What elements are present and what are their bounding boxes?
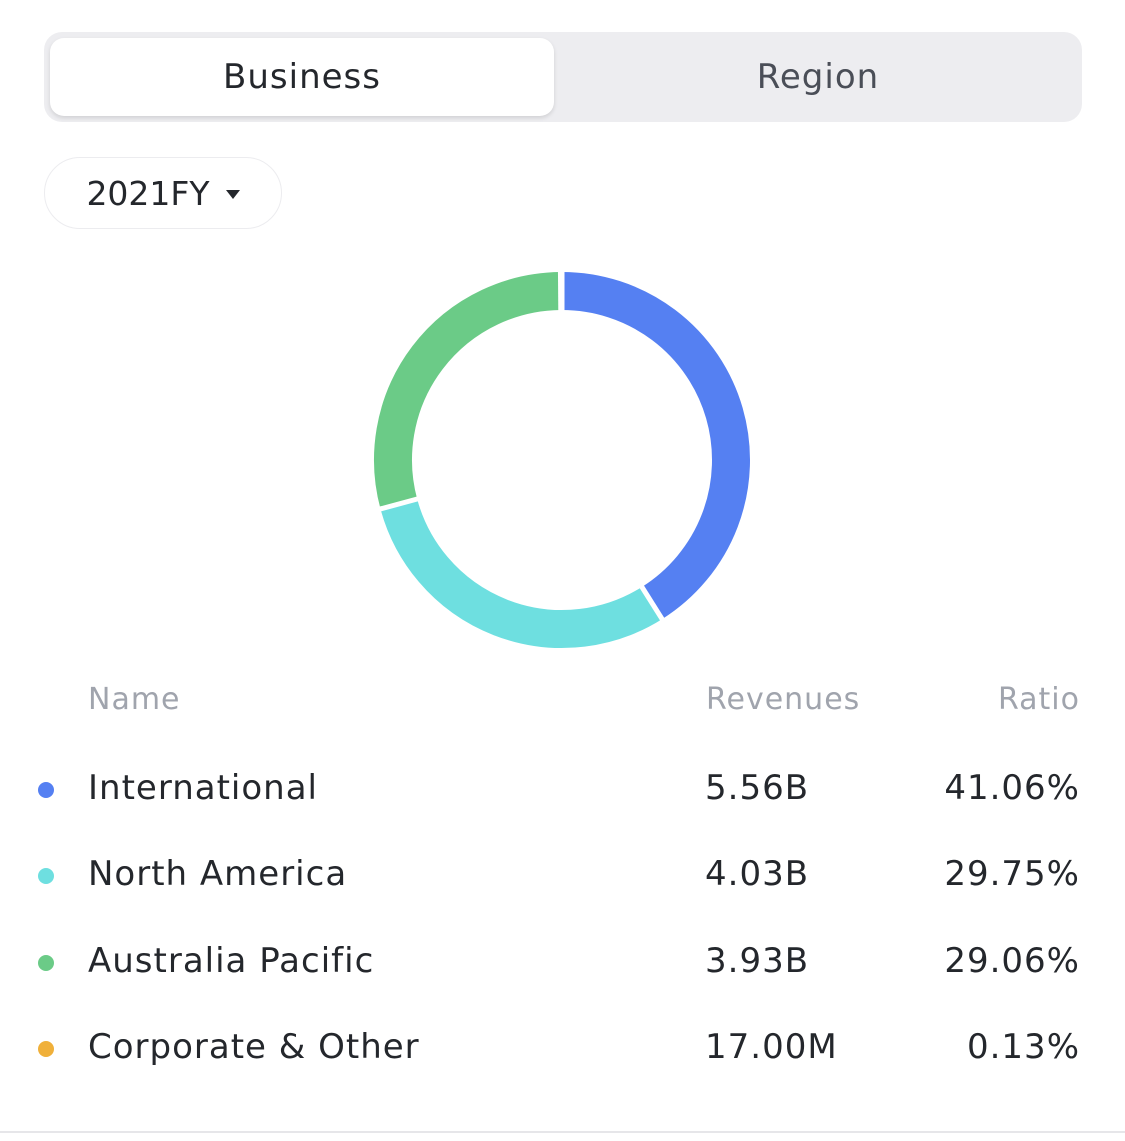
row-ratio: 41.06% xyxy=(944,768,1080,808)
revenue-donut-chart xyxy=(374,269,750,648)
donut-slice-north-america[interactable] xyxy=(380,498,663,648)
segment-control: Business Region xyxy=(44,32,1082,122)
table-row[interactable]: Australia Pacific 3.93B 29.06% xyxy=(0,933,1125,993)
row-revenue: 3.93B xyxy=(705,941,810,981)
table-row[interactable]: Corporate & Other 17.00M 0.13% xyxy=(0,1019,1125,1079)
row-name: Australia Pacific xyxy=(88,941,375,981)
row-name: International xyxy=(88,768,318,808)
donut-slice-international[interactable] xyxy=(561,272,750,620)
slice-separator xyxy=(638,583,666,623)
donut-slice-australia-pacific[interactable] xyxy=(374,272,562,509)
column-header-revenues: Revenues xyxy=(706,682,861,717)
row-revenue: 17.00M xyxy=(705,1027,838,1067)
legend-dot xyxy=(38,782,54,798)
caret-down-icon xyxy=(225,189,240,199)
tab-region[interactable]: Region xyxy=(756,57,880,97)
column-header-ratio: Ratio xyxy=(997,682,1080,717)
slice-separator xyxy=(377,496,420,512)
row-name: North America xyxy=(88,854,348,894)
row-revenue: 4.03B xyxy=(705,854,810,894)
period-dropdown[interactable]: 2021FY xyxy=(44,157,282,229)
row-ratio: 0.13% xyxy=(966,1027,1080,1067)
tab-business[interactable]: Business xyxy=(50,38,554,116)
row-ratio: 29.06% xyxy=(944,941,1080,981)
period-label: 2021FY xyxy=(86,173,210,213)
row-revenue: 5.56B xyxy=(705,768,810,808)
row-name: Corporate & Other xyxy=(88,1027,420,1067)
table-row[interactable]: International 5.56B 41.06% xyxy=(0,760,1125,820)
table-row[interactable]: North America 4.03B 29.75% xyxy=(0,846,1125,906)
row-ratio: 29.75% xyxy=(944,854,1080,894)
legend-dot xyxy=(38,1041,54,1057)
legend-dot xyxy=(38,955,54,971)
column-header-name: Name xyxy=(88,682,181,717)
bottom-divider xyxy=(0,1131,1125,1133)
legend-dot xyxy=(38,868,54,884)
